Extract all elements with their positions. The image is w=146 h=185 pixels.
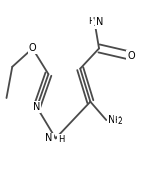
Text: N: N [108, 115, 115, 125]
Text: H: H [114, 116, 121, 125]
Text: 2: 2 [118, 117, 123, 126]
Text: O: O [127, 51, 135, 61]
Text: N: N [45, 133, 53, 143]
Text: N: N [96, 17, 103, 27]
Text: O: O [29, 43, 36, 53]
Text: 2: 2 [93, 19, 98, 28]
Text: H: H [88, 17, 94, 26]
Text: H: H [58, 135, 64, 144]
Text: N: N [33, 102, 41, 112]
